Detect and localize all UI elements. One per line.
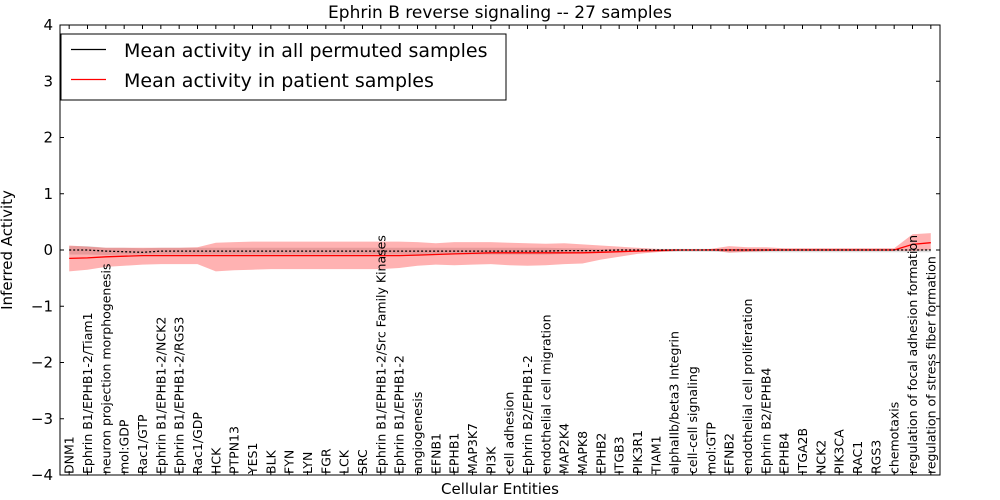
legend: Mean activity in all permuted samples Me… — [60, 33, 507, 101]
x-tick-label: alphaIIb/beta3 Integrin — [667, 331, 682, 474]
x-tick-label: mol:GTP — [703, 422, 718, 474]
x-tick-label: Rac1/GTP — [135, 414, 150, 474]
x-tick-label: PI3K — [483, 446, 498, 474]
x-tick-label: EFNB1 — [428, 433, 443, 474]
x-axis-label: Cellular Entities — [441, 480, 559, 498]
legend-box — [60, 33, 507, 101]
x-tick-label: LYN — [300, 452, 315, 474]
x-tick-label: Rac1/GDP — [190, 412, 205, 474]
x-tick-label: cell adhesion — [502, 392, 517, 474]
x-tick-label: FYN — [282, 450, 297, 474]
x-tick-label: endothelial cell proliferation — [740, 299, 755, 474]
x-tick-label: angiogenesis — [410, 392, 425, 474]
x-tick-label: EPHB1 — [447, 433, 462, 474]
x-tick-label: Ephrin B2/EPHB4 — [758, 368, 773, 474]
x-tick-label: neuron projection morphogenesis — [98, 263, 113, 474]
x-tick-label: SRC — [355, 449, 370, 474]
x-tick-label: Ephrin B2/EPHB1-2 — [520, 355, 535, 474]
legend-label-patient: Mean activity in patient samples — [124, 70, 434, 92]
y-ticks: −4 −3 −2 −1 0 1 2 3 4 — [31, 16, 940, 484]
x-tick-label: FGR — [318, 448, 333, 474]
y-tick-label: −3 — [31, 410, 53, 428]
x-tick-label: Ephrin B1/EPHB1-2/Src Family Kinases — [373, 235, 388, 474]
chart-title: Ephrin B reverse signaling -- 27 samples — [328, 3, 672, 23]
x-tick-label: cell-cell signaling — [685, 366, 700, 474]
x-tick-label: MAP3K7 — [465, 423, 480, 474]
y-tick-label: 1 — [43, 185, 53, 203]
band-permuted — [69, 246, 931, 256]
x-tick-label: PIK3CA — [832, 429, 847, 474]
x-tick-label: Ephrin B1/EPHB1-2/Tiam1 — [80, 312, 95, 474]
y-tick-label: 3 — [43, 72, 53, 90]
x-tick-label: Ephrin B1/EPHB1-2/NCK2 — [153, 317, 168, 474]
x-tick-label: EPHB2 — [593, 433, 608, 474]
x-tick-label: PIK3R1 — [630, 430, 645, 474]
x-tick-label: regulation of stress fiber formation — [923, 256, 938, 474]
x-tick-label: chemotaxis — [887, 402, 902, 474]
x-tick-label: LCK — [337, 449, 352, 474]
x-tick-label: Ephrin B1/EPHB1-2 — [392, 355, 407, 474]
plot-frame — [59, 24, 941, 476]
x-tick-label: ITGB3 — [612, 436, 627, 474]
x-tick-label: MAP2K4 — [557, 423, 572, 474]
series-lines — [69, 242, 931, 260]
x-tick-label: mol:GDP — [117, 419, 132, 474]
x-tick-label: EFNB2 — [722, 433, 737, 474]
y-tick-label: 2 — [43, 129, 53, 147]
x-tick-label: TIAM1 — [648, 435, 663, 475]
x-tick-label: HCK — [208, 447, 223, 474]
y-axis-label: Inferred Activity — [0, 190, 16, 310]
y-tick-label: −2 — [31, 354, 53, 372]
y-tick-label: 0 — [43, 241, 53, 259]
x-tick-label: DNM1 — [62, 436, 77, 474]
x-tick-label: RGS3 — [868, 440, 883, 474]
x-tick-label: endothelial cell migration — [538, 314, 553, 474]
x-tick-label: PTPN13 — [227, 426, 242, 474]
x-tick-label: Ephrin B1/EPHB1-2/RGS3 — [172, 317, 187, 474]
y-tick-label: −1 — [31, 297, 53, 315]
line-patient — [69, 242, 931, 260]
y-tick-label: −4 — [31, 466, 53, 484]
legend-label-permuted: Mean activity in all permuted samples — [124, 40, 487, 62]
y-tick-label: 4 — [43, 16, 53, 34]
x-tick-label: BLK — [263, 449, 278, 474]
x-tick-label: NCK2 — [813, 440, 828, 474]
x-tick-label: MAPK8 — [575, 431, 590, 474]
x-ticks: DNM1 Ephrin B1/EPHB1-2/Tiam1 neuron projec… — [62, 25, 938, 475]
x-tick-label: regulation of focal adhesion formation — [905, 235, 920, 474]
x-tick-label: EPHB4 — [777, 433, 792, 474]
x-tick-label: ITGA2B — [795, 428, 810, 474]
x-tick-label: RAC1 — [850, 441, 865, 474]
x-tick-label: YES1 — [245, 443, 260, 475]
